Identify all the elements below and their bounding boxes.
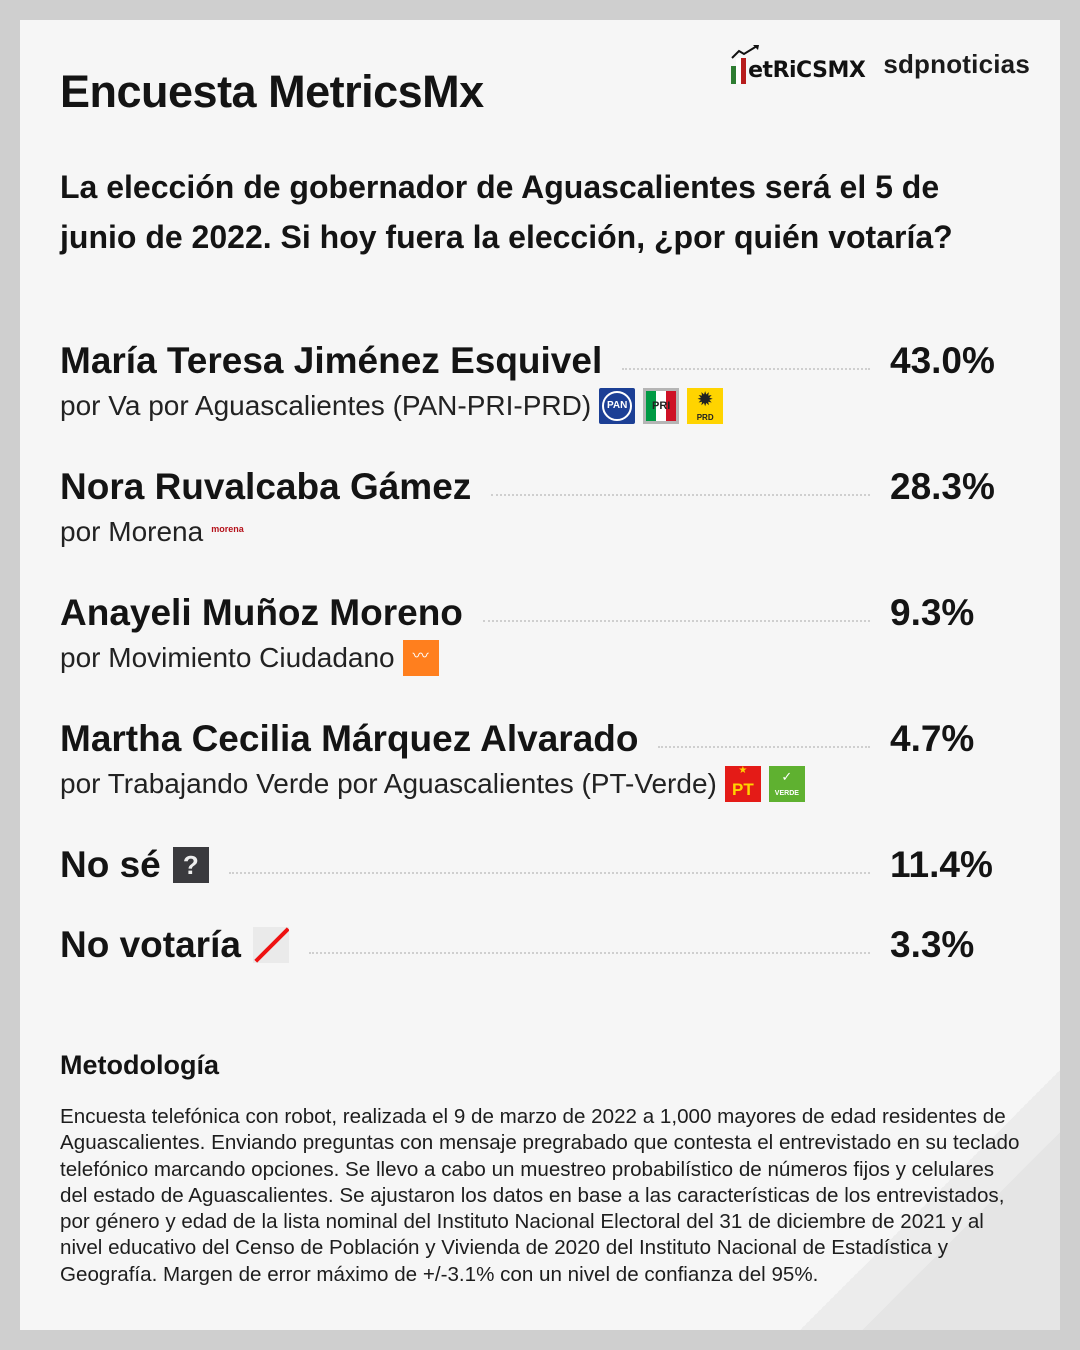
result-percentage: 3.3% bbox=[890, 924, 975, 965]
sdpnoticias-logo: sdpnoticias bbox=[883, 48, 1030, 79]
option-label: No sé bbox=[60, 844, 161, 885]
candidate-name: Martha Cecilia Márquez Alvarado bbox=[60, 718, 639, 759]
dotted-leader bbox=[308, 951, 870, 954]
candidate-name: Nora Ruvalcaba Gámez bbox=[60, 466, 472, 507]
methodology-text: Encuesta telefónica con robot, realizada… bbox=[60, 1105, 1020, 1286]
mexico-flag-bars bbox=[731, 58, 747, 84]
candidate-name: Anayeli Muñoz Moreno bbox=[60, 592, 463, 633]
dotted-leader bbox=[622, 367, 870, 370]
option-label: No votaría bbox=[60, 924, 241, 965]
candidate-name: María Teresa Jiménez Esquivel bbox=[60, 340, 603, 381]
result-percentage: 43.0% bbox=[890, 340, 995, 381]
no-vote-slash-icon bbox=[252, 927, 289, 963]
metricsmx-logo: etRiCSMX bbox=[731, 44, 866, 84]
result-row: María Teresa Jiménez Esquivel 43.0% por … bbox=[60, 326, 1020, 428]
party-label: por Morena bbox=[60, 516, 204, 547]
movimiento-ciudadano-logo-icon bbox=[402, 640, 439, 676]
party-label: por Trabajando Verde por Aguascalientes … bbox=[60, 768, 717, 799]
morena-logo-icon bbox=[211, 522, 247, 542]
result-percentage: 28.3% bbox=[890, 466, 995, 507]
result-percentage: 9.3% bbox=[890, 592, 975, 633]
pt-logo-icon bbox=[724, 765, 761, 802]
pan-logo-icon bbox=[599, 388, 636, 424]
dotted-leader bbox=[228, 871, 870, 874]
page-title: Encuesta MetricsMx bbox=[60, 66, 484, 117]
party-label: por Va por Aguascalientes (PAN-PRI-PRD) bbox=[60, 390, 592, 421]
result-row: Anayeli Muñoz Moreno 9.3% por Movimiento… bbox=[60, 578, 1020, 680]
result-row: No sé 11.4% bbox=[60, 830, 1020, 886]
pri-logo-icon bbox=[643, 388, 680, 424]
result-percentage: 4.7% bbox=[890, 718, 975, 759]
question-mark-icon bbox=[172, 847, 209, 883]
dotted-leader bbox=[491, 493, 870, 496]
brand-logos: etRiCSMX sdpnoticias bbox=[731, 44, 1030, 84]
methodology-title: Metodología bbox=[60, 1050, 219, 1080]
results-list: María Teresa Jiménez Esquivel 43.0% por … bbox=[60, 326, 1020, 966]
party-label: por Movimiento Ciudadano bbox=[60, 642, 395, 673]
dotted-leader bbox=[482, 619, 870, 622]
option-name: No votaría bbox=[60, 924, 289, 966]
dotted-leader bbox=[658, 745, 870, 748]
poll-card: Encuesta MetricsMx etRiCSMX sdpnoticias … bbox=[20, 20, 1060, 1330]
result-percentage: 11.4% bbox=[890, 844, 993, 885]
verde-logo-icon bbox=[768, 766, 805, 802]
poll-question: La elección de gobernador de Aguascalien… bbox=[60, 169, 953, 255]
metricsmx-wordmark: etRiCSMX bbox=[748, 58, 866, 83]
result-row: Martha Cecilia Márquez Alvarado 4.7% por… bbox=[60, 704, 1020, 806]
result-row: Nora Ruvalcaba Gámez 28.3% por Morena bbox=[60, 452, 1020, 554]
result-row: No votaría 3.3% bbox=[60, 910, 1020, 966]
trend-arrow-icon bbox=[731, 45, 760, 59]
prd-logo-icon bbox=[687, 388, 724, 424]
option-name: No sé bbox=[60, 844, 209, 886]
